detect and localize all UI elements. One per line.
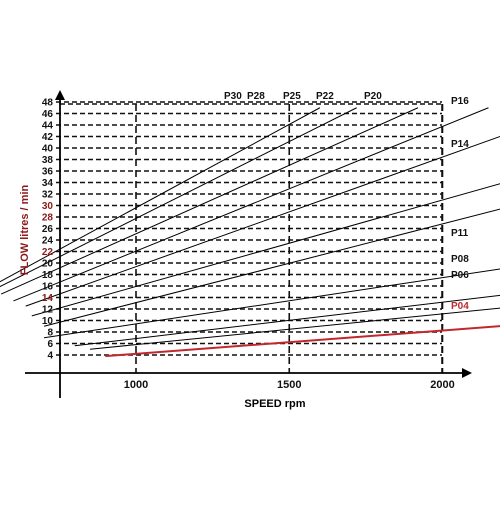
y-tick-label: 12 (42, 305, 54, 316)
series-line-p04 (105, 325, 500, 358)
series-line-p14 (43, 208, 500, 327)
y-tick-label: 36 (42, 167, 54, 178)
y-tick-label: 8 (47, 328, 53, 339)
y-tick-label: 32 (42, 190, 54, 201)
series-label-p25: P25 (283, 91, 301, 102)
y-tick-label: 24 (42, 236, 54, 247)
series-label-p14: P14 (451, 139, 469, 150)
series-line-p30 (0, 107, 321, 283)
series-line-p22 (13, 107, 489, 302)
series-line-p20 (25, 135, 500, 307)
y-tick-label: 46 (42, 109, 54, 120)
series-label-p30: P30 (224, 91, 242, 102)
series-label-p22: P22 (316, 91, 334, 102)
y-tick-label: 26 (42, 224, 54, 235)
series-line-p28 (0, 107, 357, 288)
series-line-p06 (89, 307, 500, 350)
series-label-p06: P06 (451, 270, 469, 281)
y-tick-label: 44 (42, 121, 54, 132)
series-label-p11: P11 (451, 228, 469, 239)
series-label-p04: P04 (451, 301, 469, 312)
axes (25, 90, 472, 398)
y-axis-title: FLOW litres / min (19, 184, 31, 275)
series-line-p16 (31, 183, 500, 317)
x-axis-arrow (462, 368, 472, 378)
series-line-p25 (0, 107, 419, 295)
labels: 4681012141618202224262830323436384042444… (42, 91, 469, 391)
y-tick-label: 18 (42, 270, 54, 281)
series-label-p20: P20 (364, 91, 382, 102)
y-tick-label: 10 (42, 316, 54, 327)
y-tick-label: 16 (42, 282, 54, 293)
grid (56, 101, 444, 373)
series-label-p16: P16 (451, 96, 469, 107)
series-line-p08 (74, 294, 500, 347)
y-tick-label: 30 (42, 201, 54, 212)
y-tick-label: 22 (42, 247, 54, 258)
y-axis-arrow (55, 90, 65, 100)
y-tick-label: 42 (42, 132, 54, 143)
y-tick-label: 4 (47, 351, 53, 362)
x-tick-label: 1000 (124, 379, 148, 391)
x-axis-title: SPEED rpm (244, 398, 305, 410)
y-tick-label: 14 (42, 293, 54, 304)
y-tick-label: 6 (47, 339, 53, 350)
y-tick-label: 20 (42, 259, 54, 270)
x-tick-label: 2000 (430, 379, 454, 391)
y-tick-label: 34 (42, 178, 54, 189)
series-label-p28: P28 (247, 91, 265, 102)
y-tick-label: 28 (42, 213, 54, 224)
y-tick-label: 48 (42, 98, 54, 109)
y-tick-label: 38 (42, 155, 54, 166)
series-label-p08: P08 (451, 254, 469, 265)
x-tick-label: 1500 (277, 379, 301, 391)
series-lines (0, 107, 500, 358)
series-line-p11 (43, 268, 500, 339)
y-tick-label: 40 (42, 144, 54, 155)
